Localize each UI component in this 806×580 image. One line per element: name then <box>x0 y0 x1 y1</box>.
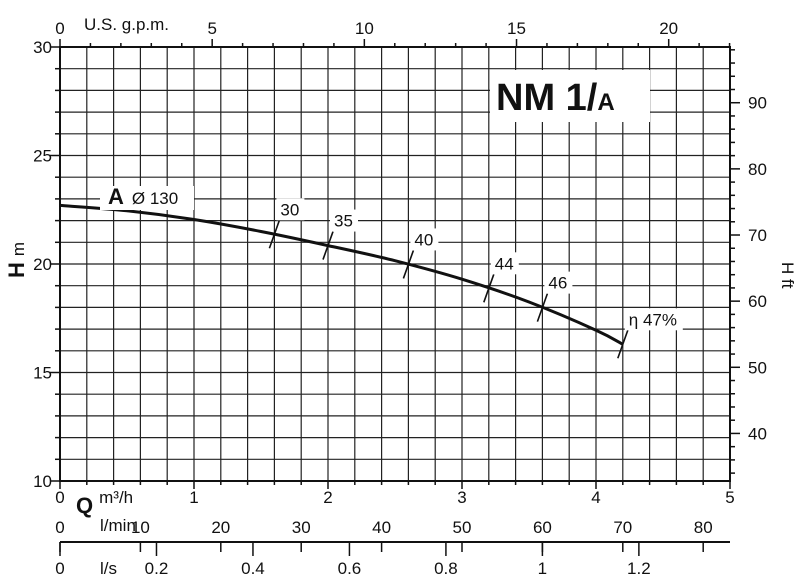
lmin-tick-label: 80 <box>694 518 713 537</box>
efficiency-label-box <box>490 252 519 275</box>
model-title-box <box>490 70 650 122</box>
top-tick-label: 5 <box>207 19 216 38</box>
bottom-tick-label: 3 <box>457 488 466 507</box>
bottom-axis-ls: 0 0.2 0.4 0.6 0.8 1 1.2 <box>55 542 651 578</box>
right-tick-label: 50 <box>748 358 767 377</box>
efficiency-tick <box>483 274 495 303</box>
bottom-tick-label: 5 <box>725 488 734 507</box>
ls-tick-label: 1.2 <box>627 559 651 578</box>
ls-axis-title: l/s <box>100 559 117 578</box>
lmin-tick-label: 60 <box>533 518 552 537</box>
ls-tick-label: 0.8 <box>434 559 458 578</box>
top-tick-label: 15 <box>507 19 526 38</box>
right-tick-label: 90 <box>748 94 767 113</box>
ls-tick-label: 0.6 <box>338 559 362 578</box>
chart-title: NM 1/A <box>496 77 615 119</box>
bottom-tick-label: 1 <box>189 488 198 507</box>
left-tick-label: 20 <box>33 255 52 274</box>
bottom-axis-m3h: 0 1 2 3 4 5 <box>55 481 735 507</box>
lmin-tick-label: 10 <box>131 518 150 537</box>
lmin-tick-label: 30 <box>292 518 311 537</box>
lmin-tick-label: 50 <box>453 518 472 537</box>
right-axis-title: H ft <box>778 262 797 289</box>
left-tick-label: 30 <box>33 38 52 57</box>
efficiency-marks: 30 35 40 44 46 η 47% <box>268 198 683 359</box>
ls-tick-label: 1 <box>538 559 547 578</box>
lmin-tick-label: 0 <box>55 518 64 537</box>
efficiency-tick <box>402 250 415 279</box>
efficiency-label-box <box>276 198 305 221</box>
left-tick-label: 15 <box>33 364 52 383</box>
top-tick-label: 20 <box>659 19 678 38</box>
ls-tick-label: 0.2 <box>145 559 169 578</box>
top-axis: 0 5 10 15 20 <box>55 19 731 47</box>
bottom-tick-label: 0 <box>55 488 64 507</box>
lmin-tick-label: 20 <box>211 518 230 537</box>
bottom-tick-label: 2 <box>323 488 332 507</box>
top-tick-label: 0 <box>55 19 64 38</box>
lmin-tick-label: 70 <box>613 518 632 537</box>
efficiency-label-box <box>624 308 683 331</box>
left-tick-label: 10 <box>33 472 52 491</box>
efficiency-tick <box>268 220 281 249</box>
efficiency-label-box <box>544 271 573 294</box>
right-tick-label: 40 <box>748 424 767 443</box>
efficiency-label: 30 <box>280 200 299 219</box>
bottom-tick-label: 4 <box>591 488 600 507</box>
efficiency-label: η 47% <box>629 310 677 329</box>
efficiency-label-box <box>410 228 439 251</box>
right-tick-label: 70 <box>748 226 767 245</box>
top-tick-label: 10 <box>355 19 374 38</box>
right-tick-label: 60 <box>748 292 767 311</box>
efficiency-tick <box>617 330 629 359</box>
efficiency-tick <box>322 231 334 260</box>
left-axis-title: Hm <box>4 242 29 278</box>
efficiency-label: 35 <box>334 212 353 231</box>
lmin-tick-label: 40 <box>372 518 391 537</box>
ls-tick-label: 0.4 <box>241 559 265 578</box>
efficiency-label: 44 <box>495 254 514 273</box>
efficiency-label: 46 <box>548 274 567 293</box>
left-tick-label: 25 <box>33 147 52 166</box>
top-axis-title: U.S. g.p.m. <box>84 15 169 34</box>
grid <box>60 47 730 481</box>
ls-tick-label: 0 <box>55 559 64 578</box>
efficiency-label-box <box>330 209 358 232</box>
lmin-axis-title: l/min <box>100 516 136 535</box>
efficiency-tick <box>536 293 549 322</box>
right-tick-label: 80 <box>748 160 767 179</box>
curve-label-box <box>100 186 194 210</box>
right-axis: 40 50 60 70 80 90 <box>730 49 767 474</box>
left-axis: 10 15 20 25 30 <box>33 38 60 491</box>
performance-curve <box>59 203 624 346</box>
efficiency-label: 40 <box>414 230 433 249</box>
